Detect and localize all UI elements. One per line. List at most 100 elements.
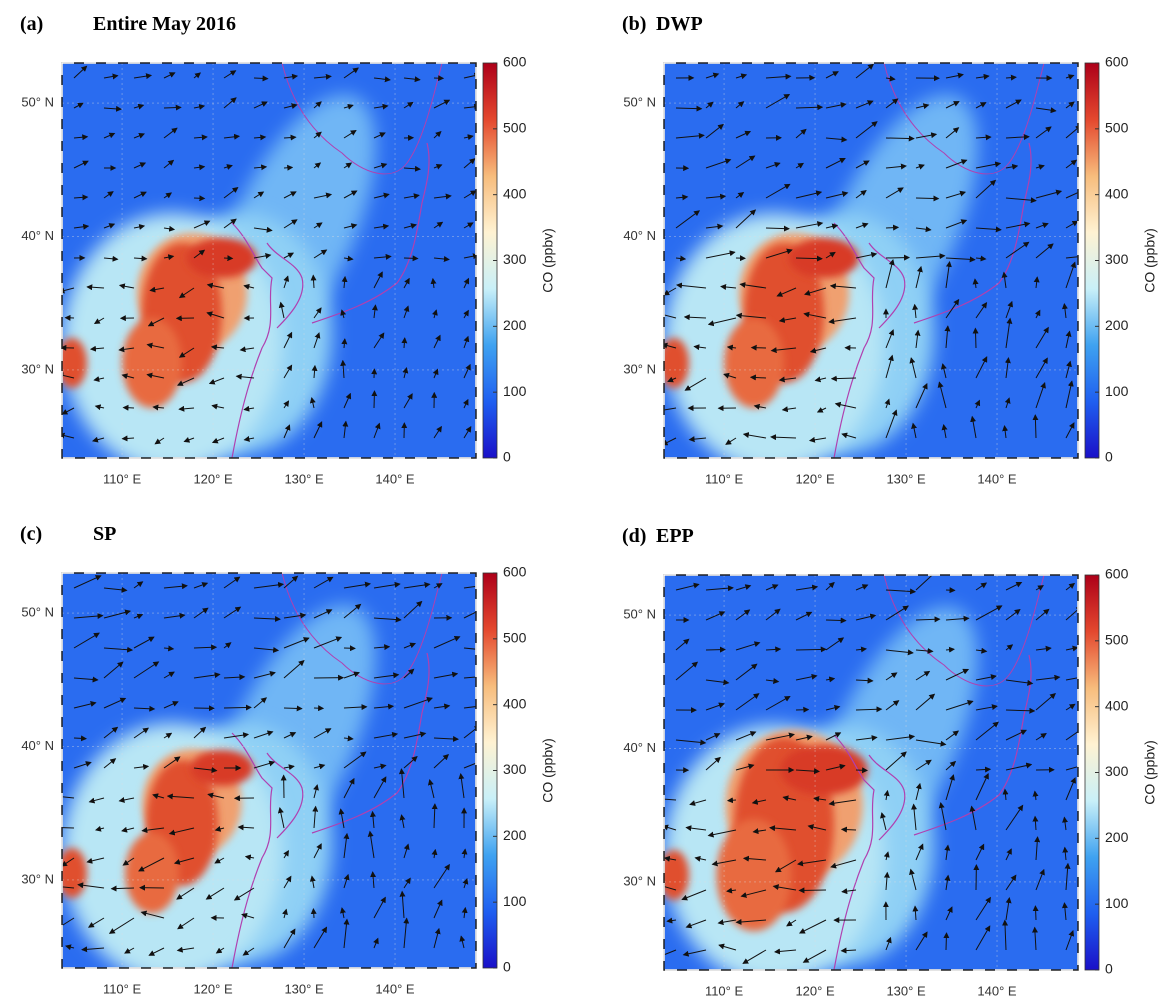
wind-arrow xyxy=(433,671,459,679)
wind-arrow xyxy=(829,283,857,290)
wind-arrow xyxy=(283,331,293,349)
wind-arrow xyxy=(62,407,75,415)
wind-arrow xyxy=(885,135,915,142)
x-tick-label: 140° E xyxy=(375,471,415,486)
wind-arrow xyxy=(943,932,950,951)
wind-arrow xyxy=(705,585,734,592)
panel-title: DWP xyxy=(656,13,703,35)
wind-arrow xyxy=(885,588,917,595)
wind-arrow xyxy=(211,437,225,444)
wind-arrow xyxy=(373,937,379,949)
colorbar-tick-label: 400 xyxy=(1105,697,1129,713)
wind-arrow xyxy=(309,875,316,889)
wind-arrow xyxy=(830,859,857,869)
wind-arrow xyxy=(163,254,175,261)
wind-arrow xyxy=(825,158,846,169)
wind-arrow xyxy=(193,104,206,110)
wind-arrow xyxy=(705,193,727,200)
wind-arrow xyxy=(463,335,470,349)
colorbar-tick-label: 400 xyxy=(503,185,527,201)
wind-arrow xyxy=(717,919,737,926)
wind-arrow xyxy=(855,63,875,79)
wind-arrow xyxy=(1035,222,1049,229)
wind-arrow xyxy=(463,611,476,619)
colorbar-tick-label: 0 xyxy=(503,959,511,975)
wind-arrow xyxy=(81,946,105,953)
wind-arrow xyxy=(433,193,452,200)
wind-arrow xyxy=(770,347,797,354)
panel-label: (c) xyxy=(20,523,42,545)
wind-arrow xyxy=(915,575,939,591)
wind-arrow xyxy=(885,700,900,711)
wind-arrow xyxy=(1035,674,1061,681)
wind-arrow xyxy=(163,612,186,619)
wind-arrow xyxy=(91,436,105,443)
wind-arrow xyxy=(705,158,732,169)
wind-arrow xyxy=(154,437,165,445)
wind-arrow xyxy=(855,677,874,684)
wind-arrow xyxy=(1065,256,1078,259)
wind-arrow xyxy=(463,706,476,709)
wind-arrow xyxy=(313,249,328,259)
wind-arrow xyxy=(146,342,165,349)
wind-arrow xyxy=(885,936,892,951)
wind-arrow xyxy=(1065,930,1075,951)
colorbar-tick-label: 200 xyxy=(503,827,527,843)
wind-arrow xyxy=(193,672,221,679)
wind-arrow xyxy=(163,756,181,769)
wind-arrow xyxy=(166,793,195,800)
colorbar: 0 100 200 300 400 500 600 CO (ppbv) xyxy=(482,564,556,975)
wind-arrow xyxy=(1005,163,1019,170)
y-tick-label: 50° N xyxy=(623,94,656,109)
wind-arrow xyxy=(343,162,353,169)
wind-arrow xyxy=(210,344,225,351)
wind-arrow xyxy=(373,896,386,919)
wind-arrow xyxy=(885,187,904,199)
wind-arrow xyxy=(118,346,135,353)
wind-arrow xyxy=(693,344,707,351)
colorbar: 0 100 200 300 400 500 600 CO (ppbv) xyxy=(482,54,556,465)
wind-arrow xyxy=(253,581,285,589)
wind-arrow xyxy=(313,332,321,349)
colorbar-tick-label: 0 xyxy=(503,449,511,465)
wind-arrow xyxy=(310,274,317,289)
wind-arrow xyxy=(945,127,960,139)
wind-arrow xyxy=(77,882,105,889)
wind-arrow xyxy=(915,931,928,951)
wind-arrow xyxy=(253,101,268,109)
wind-arrow xyxy=(685,825,707,832)
wind-arrow xyxy=(795,611,813,621)
y-tick-label: 40° N xyxy=(623,740,656,755)
colorbar-tick-label: 600 xyxy=(1105,54,1129,70)
wind-arrow xyxy=(463,72,476,79)
colorbar-tick-label: 500 xyxy=(503,630,527,646)
wind-arrow xyxy=(86,284,105,291)
map: 110° E 120° E 130° E 140° E 30° N 40° N 50° N 0… xyxy=(623,54,1157,487)
wind-arrow xyxy=(133,763,150,770)
wind-arrow xyxy=(313,843,322,859)
wind-arrow xyxy=(825,581,835,591)
wind-arrow xyxy=(205,887,225,900)
wind-arrow xyxy=(1005,300,1014,319)
wind-arrow xyxy=(1005,99,1022,109)
wind-arrow xyxy=(975,925,991,951)
wind-arrow xyxy=(433,583,443,589)
wind-arrow xyxy=(282,908,288,919)
wind-arrow xyxy=(718,943,737,951)
wind-arrow xyxy=(1005,197,1037,204)
wind-arrow xyxy=(88,797,105,804)
wind-arrow xyxy=(825,676,836,683)
wind-arrow xyxy=(176,946,195,953)
wind-arrow xyxy=(133,581,144,589)
wind-arrow xyxy=(214,857,225,864)
wind-arrow xyxy=(433,221,444,229)
wind-arrow xyxy=(1034,309,1041,319)
wind-arrow xyxy=(94,404,105,411)
map-field xyxy=(664,575,1078,970)
wind-arrow xyxy=(313,636,343,649)
wind-arrow xyxy=(1065,674,1078,681)
wind-arrow xyxy=(915,670,931,681)
wind-arrow xyxy=(313,307,322,319)
wind-arrow xyxy=(975,843,985,861)
wind-arrow xyxy=(432,309,438,319)
